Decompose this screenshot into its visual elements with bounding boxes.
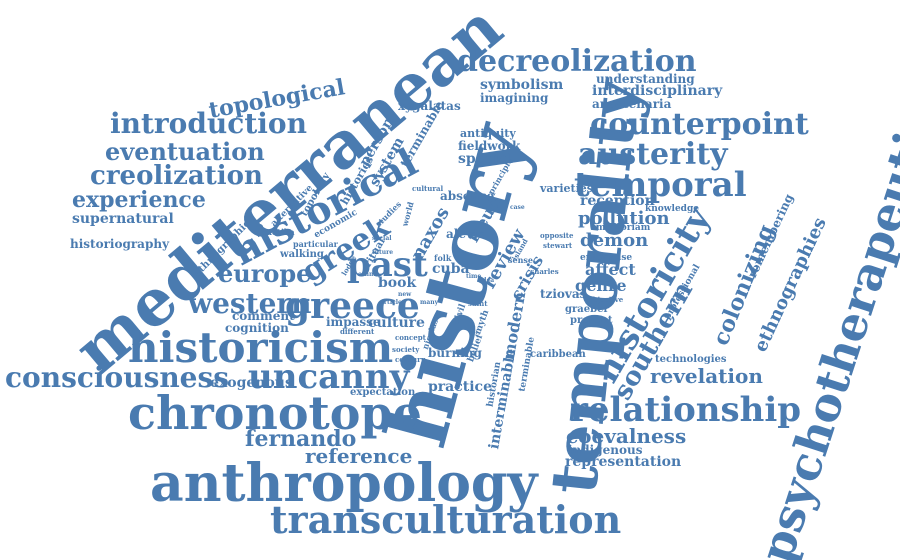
word-greece: greece <box>285 285 420 327</box>
word-supernatural: supernatural <box>72 211 174 227</box>
word-walking: walking <box>280 249 324 260</box>
word-reference: reference <box>305 444 413 468</box>
word-future: future <box>372 249 394 256</box>
word-consciousness: consciousness <box>5 361 230 394</box>
word-case: case <box>510 204 525 211</box>
word-alevis: alevis <box>446 227 485 241</box>
word-revelation: revelation <box>650 364 763 388</box>
word-chronotope: chronotope <box>128 386 422 440</box>
word-relationship: relationship <box>570 390 802 430</box>
word-experience: experience <box>72 187 206 213</box>
word-tziovas: tziovas <box>540 287 587 301</box>
word-impasse: impasse <box>326 315 381 329</box>
word-anastenaria: anastenaria <box>592 97 672 111</box>
word-ethnic: ethnic <box>358 271 380 278</box>
word-decreolization: decreolization <box>457 44 697 79</box>
word-indigenous: indigenous <box>568 443 643 457</box>
word-western: western <box>188 287 312 320</box>
word-counterpoint: counterpoint <box>590 107 809 142</box>
word-uncanny: uncanny <box>248 357 410 397</box>
word-creolization: creolization <box>90 161 263 191</box>
word-exogenous: exogenous <box>210 375 293 391</box>
word-eventuation: eventuation <box>105 137 265 166</box>
word-caribbean: caribbean <box>530 349 586 360</box>
word-particular: particular <box>293 239 338 249</box>
word-saint: saint <box>468 299 488 308</box>
word-reception: reception <box>580 193 655 209</box>
word-varieties: varieties <box>540 182 593 195</box>
word-antiquity: antiquity <box>460 127 516 140</box>
word-genre: genre <box>575 276 627 295</box>
word-time: time <box>466 273 482 280</box>
word-cultural: cultural <box>412 184 444 193</box>
word-idea: idea <box>480 277 495 284</box>
word-imagining: imagining <box>480 91 549 105</box>
word-present: present <box>570 315 613 326</box>
word-historiography: historiography <box>70 237 170 251</box>
word-different: different <box>340 327 375 336</box>
word-introduction: introduction <box>110 107 307 140</box>
word-exotika: exotika <box>262 227 295 237</box>
word-many: many <box>420 299 439 306</box>
word-demon: demon <box>580 230 649 251</box>
word-interdisciplinary: interdisciplinary <box>592 83 723 99</box>
word-historicism: historicism <box>128 323 394 372</box>
word-austerity: austerity <box>578 137 728 172</box>
word-charles: charles <box>530 267 559 276</box>
word-xygalatas: xygalatas <box>398 99 461 113</box>
word-culture: culture <box>368 315 425 331</box>
word-knowledge: knowledge <box>645 204 699 214</box>
word-graeber: graeber <box>565 304 609 315</box>
word-temporal: temporal <box>574 165 747 205</box>
word-absence: absence <box>440 189 495 203</box>
word-society: society <box>392 345 420 354</box>
word-opposite: opposite <box>540 231 574 240</box>
word-comment: comment <box>232 309 295 323</box>
word-book: book <box>378 275 417 291</box>
word-objective: objective <box>588 295 624 304</box>
word-fieldwork: fieldwork <box>458 139 521 153</box>
word-new: new <box>398 291 412 298</box>
word-century: century <box>395 355 425 364</box>
word-sense: sense <box>508 255 534 265</box>
word-folk: folk <box>434 253 452 263</box>
word-technologies: technologies <box>655 354 727 365</box>
word-representation: representation <box>565 454 682 470</box>
word-enterprise: enterprise <box>580 253 633 263</box>
word-past: past <box>347 245 428 285</box>
word-special: special <box>458 151 513 167</box>
word-coevalness: coevalness <box>566 424 687 448</box>
word-fernando: fernando <box>245 426 357 452</box>
word-article: article <box>380 299 402 306</box>
word-cuba: cuba <box>432 261 470 277</box>
word-social: social <box>372 235 392 242</box>
word-practice: practice <box>428 379 492 395</box>
word-understanding: understanding <box>596 72 695 86</box>
word-cognition: cognition <box>225 321 289 335</box>
word-affect: affect <box>585 260 636 279</box>
word-expectation: expectation <box>350 387 416 398</box>
word-transculturation: transculturation <box>270 497 622 542</box>
word-symbolism: symbolism <box>480 77 564 93</box>
word-anthropology: anthropology <box>150 453 538 514</box>
word-terminable-small: terminable <box>517 336 537 393</box>
word-memoriam: memoriam <box>596 223 651 233</box>
word-pollution: pollution <box>578 208 670 229</box>
word-concept: concept <box>395 333 426 342</box>
word-stewart: stewart <box>543 241 573 250</box>
word-europe: europe <box>218 259 312 288</box>
word-burning: burning <box>428 346 482 360</box>
